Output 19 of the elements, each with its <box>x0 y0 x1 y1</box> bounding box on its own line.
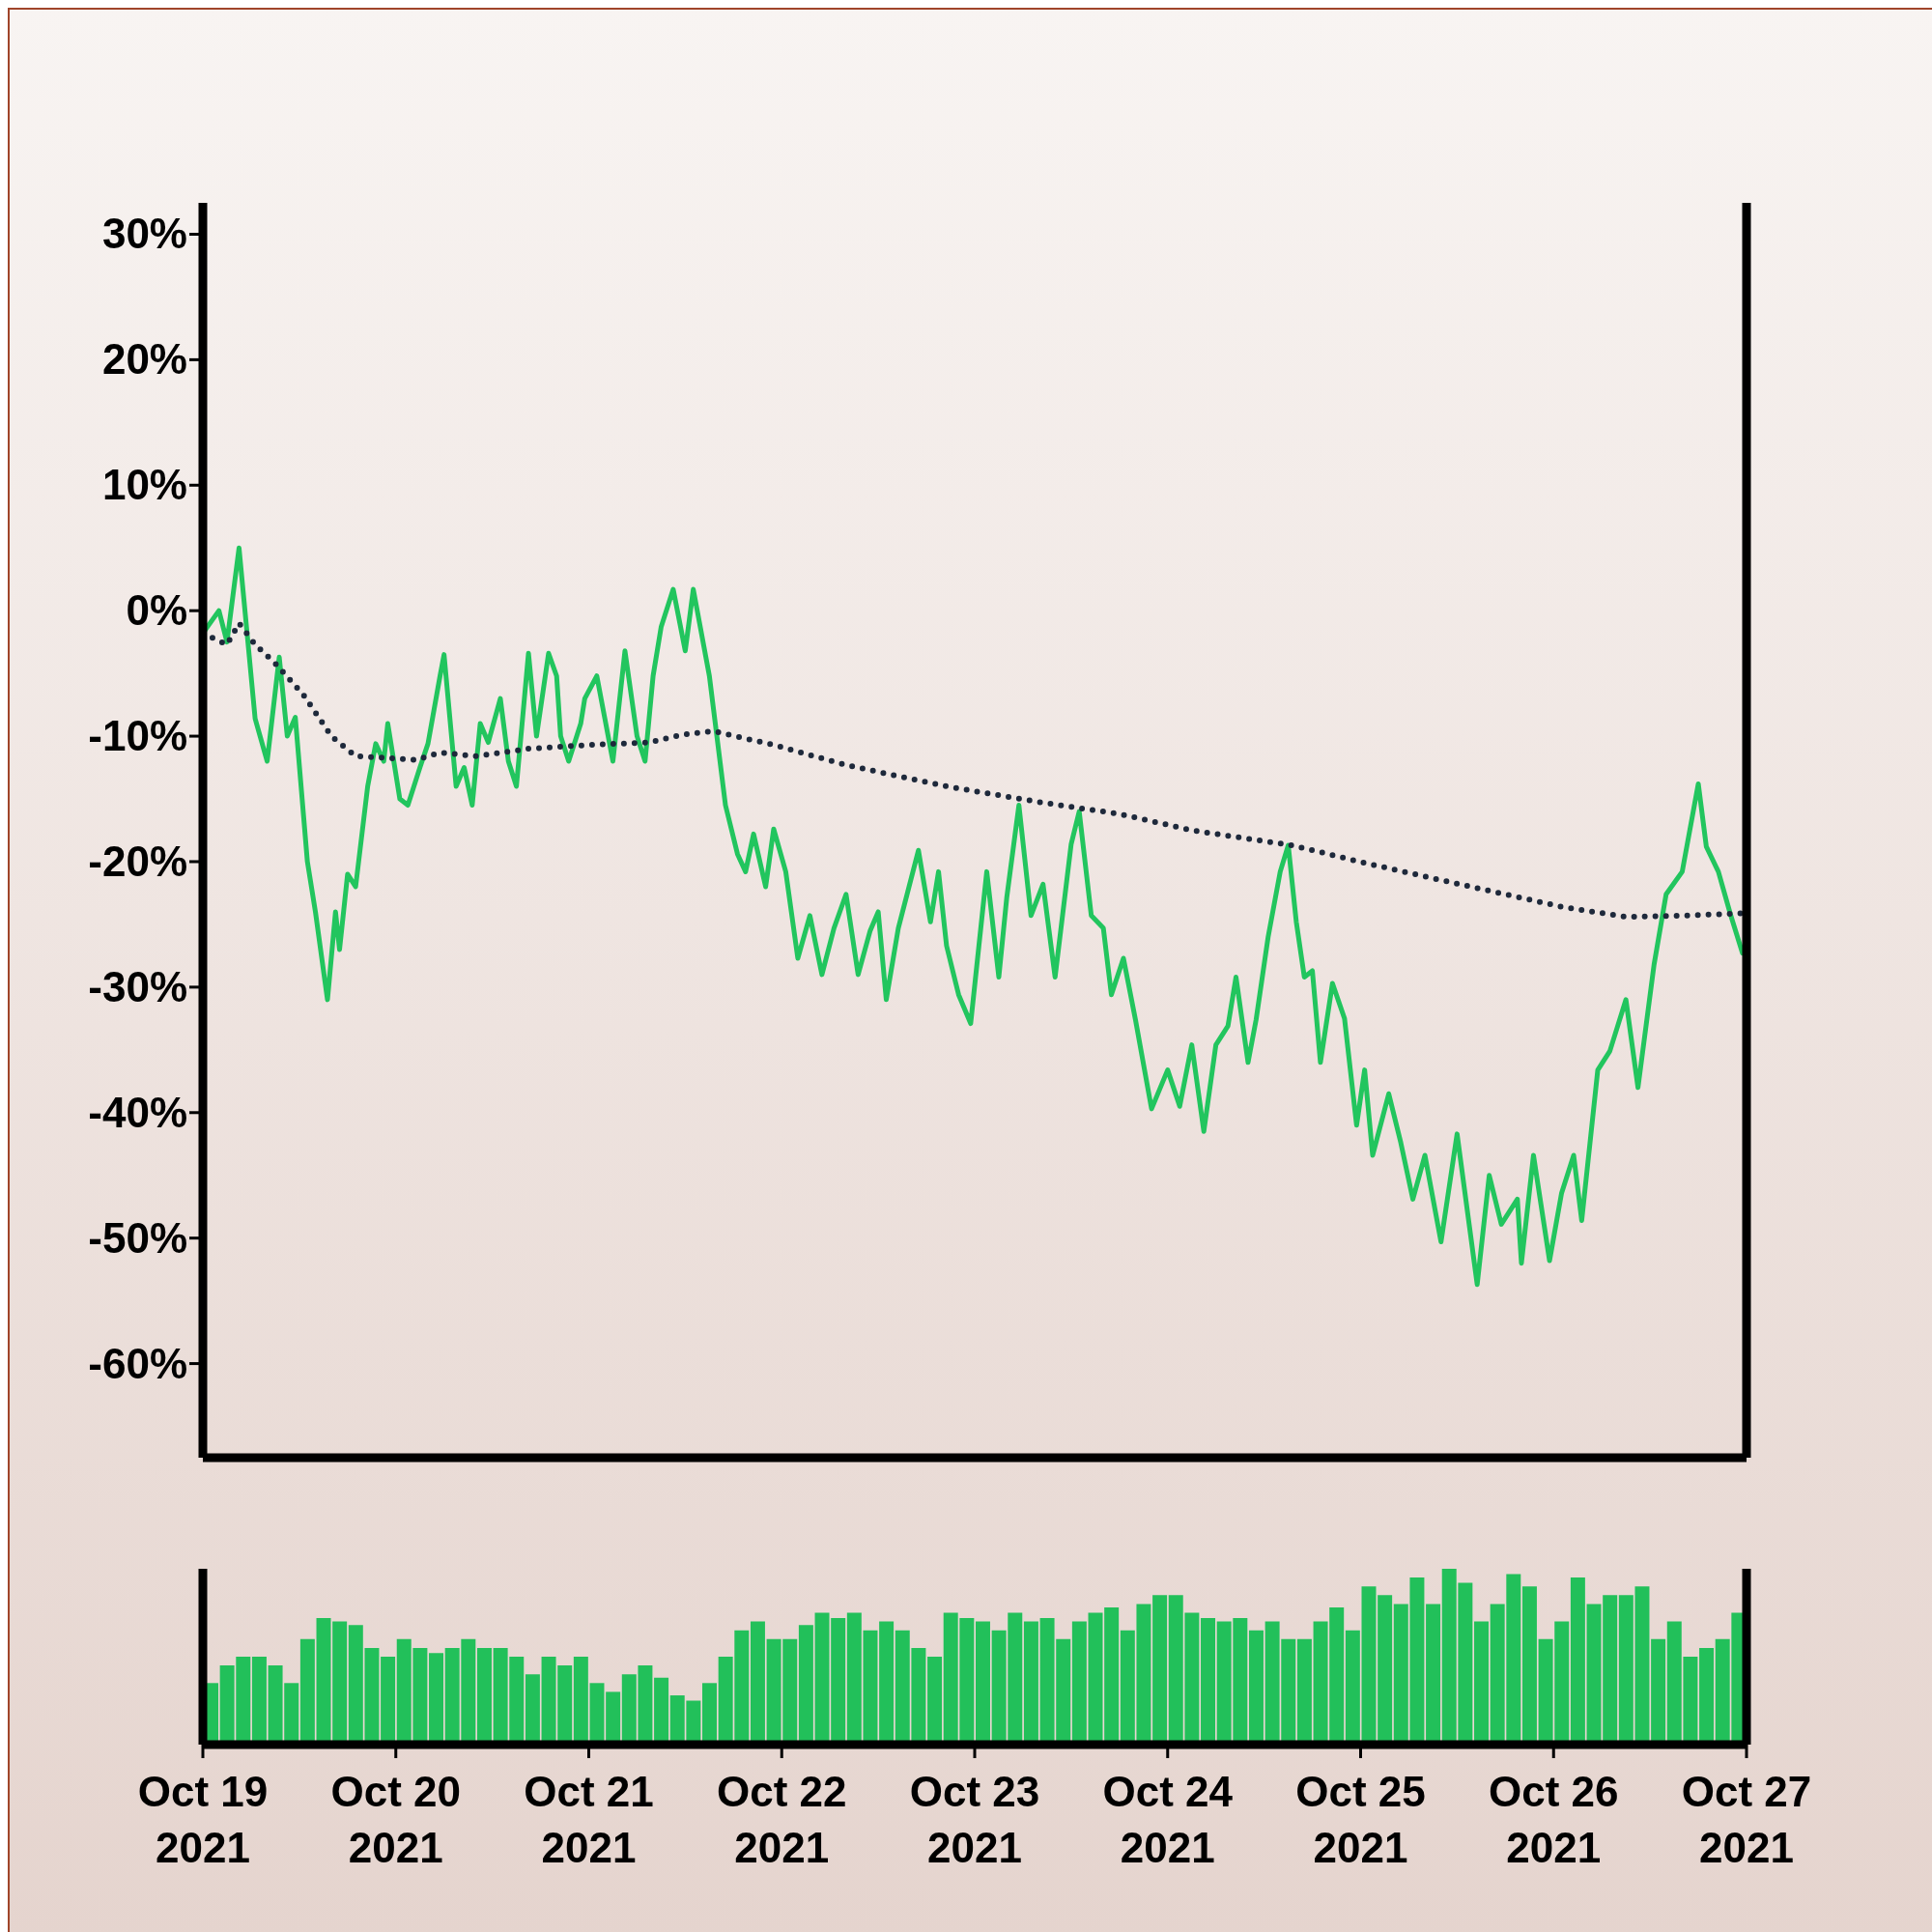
y-tick-label: -30% <box>88 962 187 1010</box>
y-tick-label: 30% <box>101 210 187 258</box>
y-tick-label: 10% <box>101 461 187 509</box>
x-tick-label: Oct 20 2021 <box>330 1768 462 1871</box>
x-tick-label: Oct 22 2021 <box>716 1768 847 1871</box>
x-tick-label: Oct 21 2021 <box>524 1768 654 1871</box>
x-tick-label: Oct 23 2021 <box>909 1768 1040 1871</box>
y-tick-label: -20% <box>88 837 187 885</box>
y-tick-label: -10% <box>88 712 187 760</box>
y-tick-label: -60% <box>88 1339 187 1387</box>
y-tick-label: 20% <box>101 335 187 384</box>
x-tick-label: Oct 19 2021 <box>137 1768 269 1871</box>
y-tick-label: -50% <box>88 1213 187 1262</box>
x-tick-label: Oct 27 2021 <box>1681 1768 1812 1871</box>
x-tick-label: Oct 25 2021 <box>1295 1768 1426 1871</box>
y-tick-label: 0% <box>126 586 187 635</box>
x-tick-label: Oct 24 2021 <box>1102 1768 1234 1871</box>
x-tick-label: Oct 26 2021 <box>1488 1768 1619 1871</box>
y-tick-label: -40% <box>88 1088 187 1136</box>
